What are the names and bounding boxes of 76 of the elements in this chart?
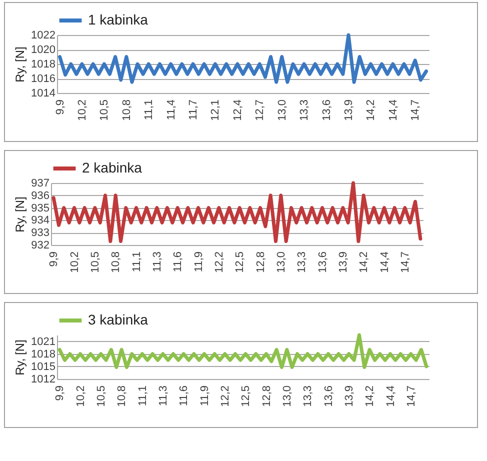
- y-tick-label: 933: [31, 227, 50, 240]
- x-tick-label: 13,9: [343, 386, 356, 407]
- x-tick-label: 12,2: [219, 386, 232, 407]
- x-tick-label: 14,7: [410, 100, 422, 121]
- legend-label: 1 kabinka: [88, 12, 148, 28]
- line-series: [58, 333, 428, 370]
- y-tick-label: 1021: [31, 336, 56, 348]
- y-tick-label: 1018: [31, 348, 56, 360]
- legend-label: 3 kabinka: [88, 312, 148, 328]
- x-tick-label: 12,1: [210, 100, 222, 121]
- x-tick-label: 14,2: [364, 386, 376, 407]
- x-tick-label: 14,2: [358, 252, 370, 273]
- x-tick-label: 10,8: [116, 386, 128, 407]
- x-tick-label: 13,3: [298, 100, 311, 121]
- y-tick-label: 1022: [31, 30, 56, 42]
- y-tick-label: 1014: [31, 88, 56, 100]
- x-tick-label: 10,2: [74, 386, 87, 407]
- y-tick-label: 934: [31, 214, 50, 227]
- x-tick-label: 13,9: [342, 100, 355, 121]
- x-tick-label: 11,4: [165, 100, 178, 120]
- x-tick-label: 11,1: [143, 100, 156, 120]
- x-tick-label: 11,6: [172, 252, 184, 272]
- y-axis-title: Ry, [N]: [13, 196, 28, 232]
- x-tick-label: 11,3: [151, 252, 164, 272]
- x-tick-label: 12,7: [254, 100, 266, 121]
- y-tick-label: 937: [31, 178, 50, 190]
- x-tick-label: 11,3: [157, 386, 170, 406]
- x-tick-label: 10,2: [68, 252, 81, 273]
- x-tick-label: 11,1: [136, 386, 149, 406]
- legend-label: 2 kabinka: [82, 160, 142, 176]
- x-tick-label: 11,6: [178, 386, 190, 406]
- x-tick-label: 9,9: [54, 386, 66, 401]
- x-tick-label: 13,9: [337, 252, 350, 273]
- x-tick-label: 10,5: [89, 252, 102, 273]
- line-series: [52, 181, 422, 244]
- x-tick-label: 14,4: [384, 386, 397, 407]
- y-tick-label: 932: [31, 240, 50, 252]
- y-axis-title: Ry, [N]: [13, 46, 28, 82]
- x-tick-label: 12,8: [260, 386, 273, 407]
- x-tick-label: 12,5: [234, 252, 246, 273]
- x-tick-label: 9,9: [54, 100, 66, 115]
- x-tick-label: 13,3: [296, 252, 308, 273]
- y-tick-label: 935: [31, 202, 50, 214]
- y-tick-label: 1020: [31, 44, 56, 56]
- x-tick-label: 11,7: [188, 100, 200, 120]
- x-tick-label: 10,5: [98, 100, 111, 121]
- y-tick-label: 1015: [31, 360, 56, 373]
- x-tick-label: 13,0: [281, 386, 294, 407]
- x-tick-label: 14,7: [405, 386, 418, 407]
- y-tick-label: 1016: [31, 73, 56, 85]
- x-tick-label: 14,4: [387, 100, 400, 121]
- x-tick-label: 10,2: [76, 100, 88, 121]
- x-tick-label: 10,8: [110, 252, 122, 273]
- x-tick-label: 11,1: [130, 252, 143, 272]
- x-tick-label: 11,9: [198, 386, 211, 406]
- x-tick-label: 13,3: [302, 386, 314, 407]
- x-tick-label: 11,9: [192, 252, 205, 272]
- x-tick-label: 14,2: [365, 100, 378, 121]
- x-tick-label: 12,8: [254, 252, 267, 273]
- x-tick-label: 10,5: [95, 386, 108, 407]
- x-tick-label: 14,7: [399, 252, 412, 273]
- x-tick-label: 13,6: [316, 252, 329, 273]
- y-axis-title: Ry, [N]: [13, 340, 28, 376]
- y-tick-label: 936: [31, 190, 50, 202]
- x-tick-label: 12,5: [240, 386, 252, 407]
- x-tick-label: 13,6: [320, 100, 333, 121]
- y-tick-label: 1018: [31, 58, 56, 70]
- x-tick-label: 14,4: [378, 252, 391, 273]
- x-tick-label: 13,0: [275, 252, 288, 273]
- x-tick-label: 10,8: [120, 100, 133, 121]
- y-tick-label: 1012: [31, 374, 56, 386]
- x-tick-label: 9,9: [48, 252, 60, 267]
- x-tick-label: 13,0: [276, 100, 288, 121]
- x-tick-label: 13,6: [322, 386, 335, 407]
- x-tick-label: 12,4: [232, 100, 244, 121]
- x-tick-label: 12,2: [213, 252, 226, 273]
